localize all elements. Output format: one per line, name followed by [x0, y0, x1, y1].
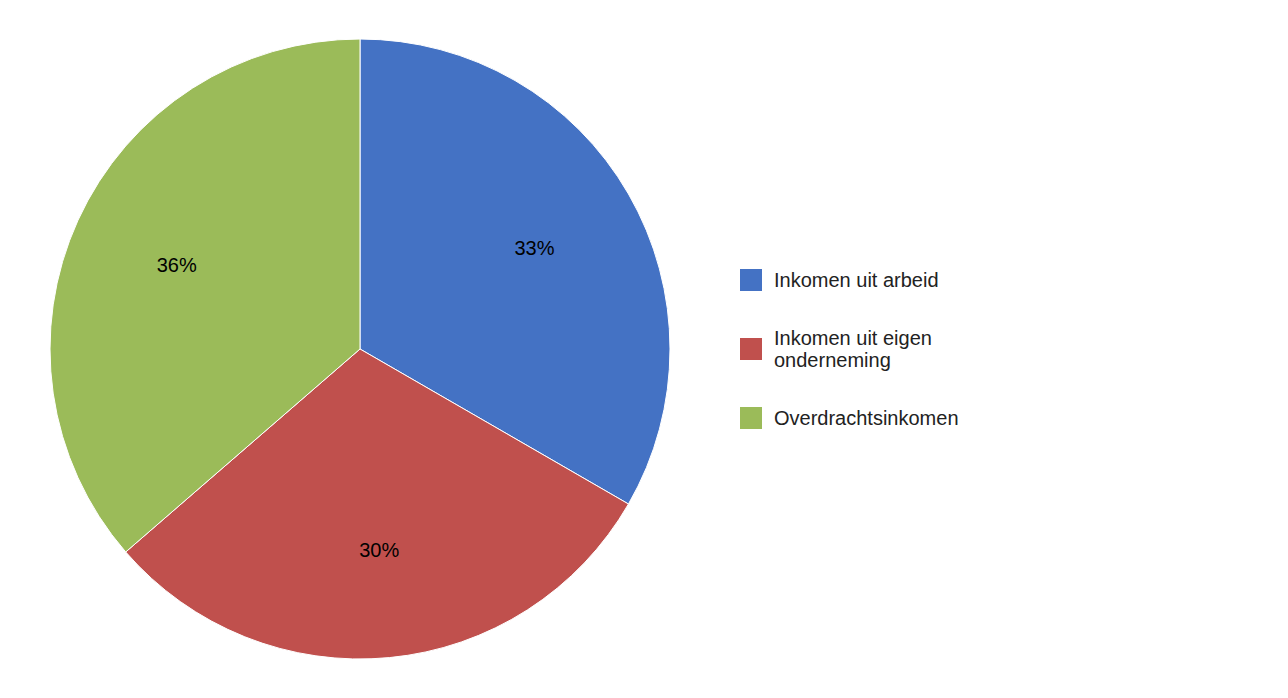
data-label: 33%	[514, 237, 554, 259]
legend-swatch	[740, 338, 762, 360]
legend-item: Inkomen uit arbeid	[740, 269, 939, 291]
legend-label: Inkomen uit eigenonderneming	[774, 327, 932, 371]
data-label: 36%	[157, 254, 197, 276]
legend: Inkomen uit arbeid Inkomen uit eigenonder…	[740, 269, 959, 429]
legend-label: Overdrachtsinkomen	[774, 407, 959, 429]
chart-svg: 33% 30% 36% Inkomen uit arbeid Inkomen uit e…	[0, 0, 1288, 698]
data-label: 30%	[359, 539, 399, 561]
chart-container: 33% 30% 36% Inkomen uit arbeid Inkomen uit e…	[0, 0, 1288, 698]
legend-swatch	[740, 407, 762, 429]
pie-slice	[50, 39, 360, 552]
data-labels: 33% 30% 36%	[157, 237, 555, 560]
pie	[50, 39, 670, 659]
legend-item: Overdrachtsinkomen	[740, 407, 959, 429]
legend-item: Inkomen uit eigenonderneming	[740, 327, 932, 371]
legend-swatch	[740, 269, 762, 291]
legend-label: Inkomen uit arbeid	[774, 269, 939, 291]
